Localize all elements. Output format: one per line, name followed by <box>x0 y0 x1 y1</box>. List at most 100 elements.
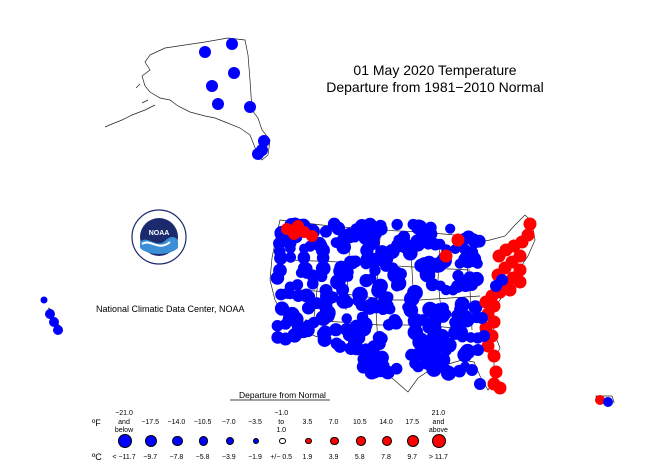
station-dot <box>603 397 613 407</box>
station-dot <box>405 349 417 361</box>
station-dot <box>466 364 478 376</box>
legend-c-label: 1.9 <box>302 454 313 461</box>
station-dot <box>409 357 421 369</box>
station-dot <box>439 249 453 263</box>
station-dot <box>425 277 440 292</box>
station-dot <box>449 324 464 338</box>
legend-f-label-line: above <box>428 427 448 434</box>
station-dot <box>523 217 537 231</box>
legend-swatch <box>330 436 339 446</box>
station-dot <box>493 381 507 395</box>
station-dot <box>367 340 381 354</box>
legend-swatch <box>252 437 260 445</box>
station-dot <box>330 237 342 248</box>
legend-c-label: −7.8 <box>169 454 184 461</box>
station-dot <box>356 311 369 324</box>
station-dot <box>360 257 372 270</box>
legend-f-label: 7.0 <box>318 419 350 428</box>
station-dot <box>429 238 442 251</box>
station-dot <box>434 338 448 353</box>
legend-c-label: < −11.7 <box>112 454 136 461</box>
station-dot <box>390 362 403 375</box>
station-dot <box>292 220 304 232</box>
station-dot <box>327 217 341 231</box>
legend-f-label: 21.0 and above <box>422 410 454 436</box>
station-dot <box>340 322 354 337</box>
station-dot <box>451 233 465 247</box>
station-dot <box>319 304 336 321</box>
station-dot <box>419 354 436 370</box>
station-dot <box>287 328 302 343</box>
credit-text: National Climatic Data Center, NOAA <box>96 304 245 314</box>
station-dot <box>450 244 461 255</box>
station-dot <box>226 38 238 50</box>
legend-f-label-line: −14.0 <box>167 419 186 426</box>
legend-c-label: 7.8 <box>381 454 391 461</box>
station-dot <box>454 296 470 313</box>
station-dot <box>206 80 218 92</box>
station-dot <box>447 284 459 296</box>
legend-swatch <box>305 437 312 445</box>
station-dot <box>273 237 285 250</box>
station-dot <box>306 277 319 290</box>
station-dot <box>275 288 287 301</box>
station-dot <box>297 251 311 264</box>
legend-f-label: 10.5 <box>344 419 376 428</box>
legend-c-label: −9.7 <box>143 454 158 461</box>
legend-swatch <box>356 436 366 446</box>
station-dot <box>503 283 517 297</box>
station-dot <box>360 244 374 257</box>
legend-heading: Departure from Normal <box>239 390 326 400</box>
station-dot <box>428 313 440 325</box>
legend-f-label-line: −1.0 <box>274 410 289 417</box>
station-dot <box>481 339 495 353</box>
station-dot <box>478 330 490 342</box>
station-dot <box>453 364 466 378</box>
map-title-line-1: 01 May 2020 Temperature <box>353 62 517 78</box>
station-dot <box>513 275 527 289</box>
map-title-line-2: Departure from 1981−2010 Normal <box>326 79 544 95</box>
station-dot <box>407 284 423 301</box>
legend-unit-celsius: ºC <box>92 452 102 462</box>
station-dot <box>49 317 59 327</box>
station-dot <box>258 135 270 147</box>
station-dot <box>407 324 424 341</box>
legend-f-label-line: −17.5 <box>141 419 160 426</box>
legend-f-label-line: 21.0 <box>431 410 446 417</box>
legend-f-label: 3.5 <box>291 419 323 428</box>
station-dot <box>366 231 380 245</box>
station-dot <box>284 288 296 300</box>
legend-unit-fahrenheit: ºF <box>92 418 101 428</box>
legend-swatch <box>381 435 393 447</box>
legend-f-label-line: and <box>118 418 130 426</box>
station-dot <box>273 263 287 278</box>
legend-f-label-line: −3.5 <box>248 419 262 426</box>
station-dot <box>452 269 464 282</box>
station-dot <box>391 218 403 231</box>
station-dot <box>373 278 388 294</box>
station-dot <box>435 352 451 368</box>
legend-c-label: +/− 0.5 <box>270 454 293 461</box>
legend-f-label: 14.0 <box>370 419 402 428</box>
legend-f-label-line: −10.5 <box>193 419 212 426</box>
legend-swatch <box>172 435 183 447</box>
station-dot <box>374 219 387 232</box>
legend-f-label: −1.0 to 1.0 <box>265 410 297 436</box>
legend-f-label-line: 7.0 <box>328 419 339 426</box>
station-dot <box>489 365 503 379</box>
legend-f-label: −10.5 <box>187 419 219 428</box>
station-dot <box>355 218 369 233</box>
station-dot <box>301 262 313 274</box>
station-dot <box>469 271 484 287</box>
station-dot <box>355 299 368 312</box>
station-dot <box>472 344 484 356</box>
station-dot <box>341 313 353 324</box>
station-dot <box>490 280 502 292</box>
station-dot <box>474 378 486 390</box>
legend-f-label-line: and <box>432 418 445 426</box>
station-dot <box>459 243 471 255</box>
station-dot <box>468 300 483 315</box>
station-dot <box>319 291 330 302</box>
